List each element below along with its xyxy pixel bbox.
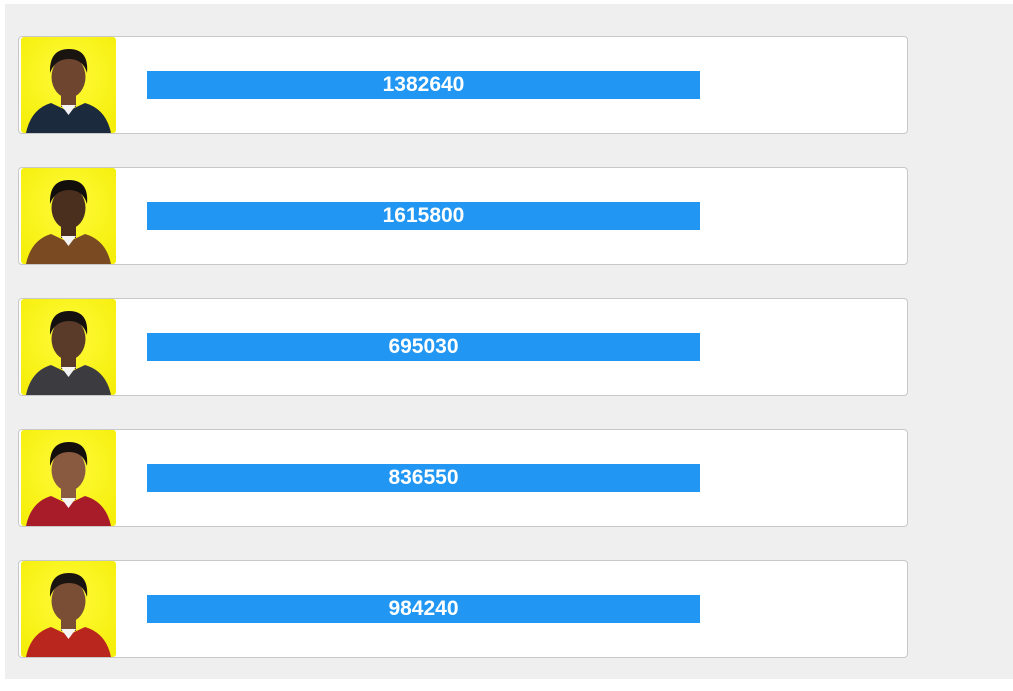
candidate-photo — [21, 430, 116, 526]
vote-bar: 836550 — [147, 464, 700, 492]
candidate-card: 1615800 — [18, 167, 908, 265]
vote-bar: 1382640 — [147, 71, 700, 99]
candidate-photo — [21, 168, 116, 264]
candidate-card: 984240 — [18, 560, 908, 658]
candidate-card: 695030 — [18, 298, 908, 396]
candidate-photo — [21, 561, 116, 657]
candidate-photo — [21, 299, 116, 395]
candidate-card: 836550 — [18, 429, 908, 527]
vote-bar: 695030 — [147, 333, 700, 361]
results-panel: 1382640 1615800 695030 836550 984240 — [5, 4, 1013, 679]
vote-bar: 984240 — [147, 595, 700, 623]
candidate-list: 1382640 1615800 695030 836550 984240 — [18, 36, 908, 691]
candidate-photo — [21, 37, 116, 133]
candidate-card: 1382640 — [18, 36, 908, 134]
vote-bar: 1615800 — [147, 202, 700, 230]
